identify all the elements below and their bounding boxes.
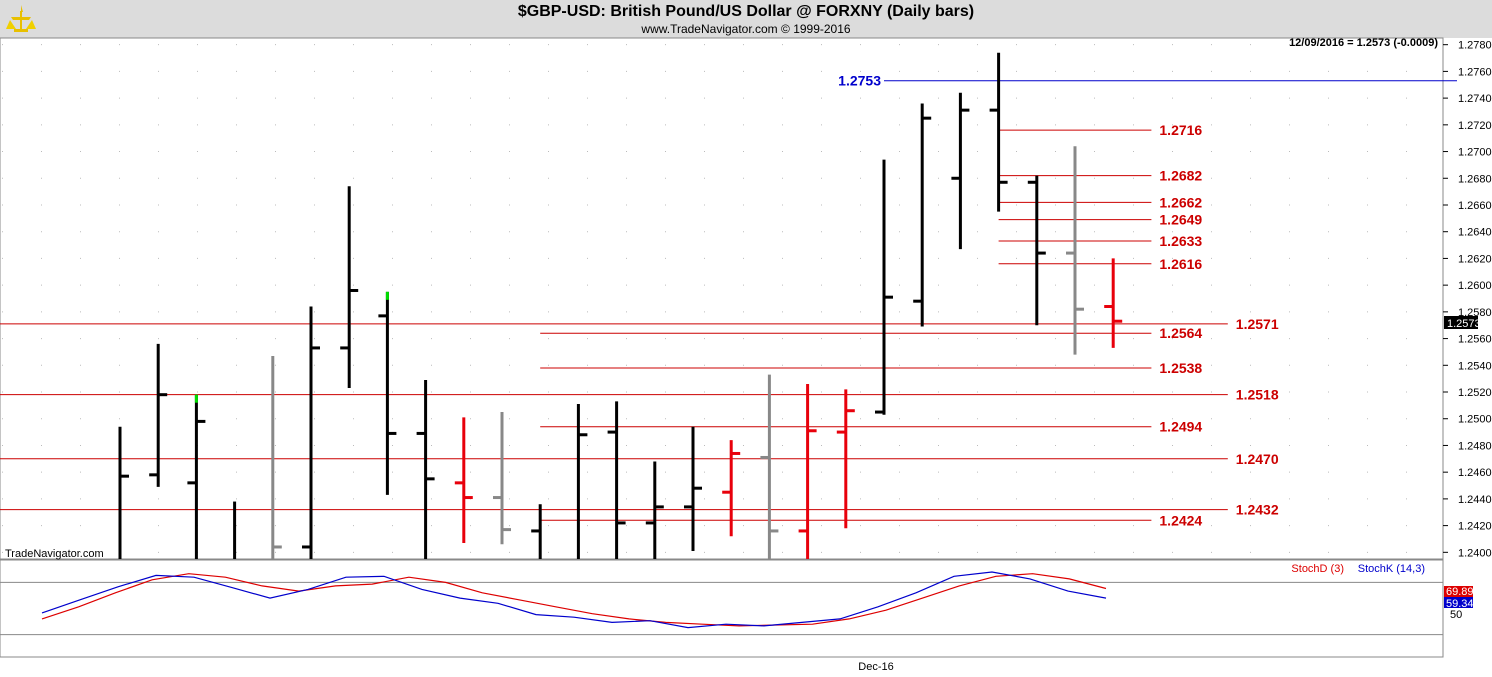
y-tick-label: 1.2780 [1458,40,1492,52]
y-tick-label: 1.2460 [1458,467,1492,479]
level-label: 1.2564 [1159,325,1202,341]
level-label: 1.2616 [1159,256,1202,272]
y-tick-label: 1.2620 [1458,253,1492,265]
dotted-grid [2,44,1441,553]
level-label: 1.2571 [1236,316,1279,332]
support-resistance-levels: 1.2753 1.2716 1.2682 1.2662 1.2649 1.2633 1.26… [0,73,1457,528]
watermark-label: TradeNavigator.com [5,548,104,560]
x-tick-label: Dec-16 [858,661,893,673]
y-tick-label: 1.2540 [1458,360,1492,372]
level-label: 1.2518 [1236,387,1279,403]
y-tick-label: 1.2480 [1458,440,1492,452]
level-label: 1.2494 [1159,419,1202,435]
chart-header: $GBP-USD: British Pound/US Dollar @ FORX… [0,0,1492,38]
stoch-mid-tick: 50 [1450,609,1462,621]
last-price-box [1444,316,1478,329]
level-label: 1.2633 [1159,233,1202,249]
stoch-k-legend: StochK (14,3) [1358,563,1425,575]
level-label: 1.2753 [838,73,881,89]
chart-subtitle: www.TradeNavigator.com © 1999-2016 [641,22,851,36]
trade-navigator-logo-icon [6,5,36,32]
level-label: 1.2662 [1159,194,1202,210]
last-price-label: 1.2573 [1447,318,1481,330]
level-label: 1.2649 [1159,212,1202,228]
stoch-d-value: 69.89 [1446,586,1474,598]
ohlc-bars [118,52,1123,559]
stoch-k-value: 59.34 [1446,598,1474,610]
level-label: 1.2432 [1236,502,1279,518]
y-tick-label: 1.2600 [1458,280,1492,292]
chart-title: $GBP-USD: British Pound/US Dollar @ FORX… [517,3,975,20]
y-tick-label: 1.2720 [1458,120,1492,132]
y-tick-label: 1.2420 [1458,521,1492,533]
y-tick-label: 1.2640 [1458,227,1492,239]
last-quote-label: 12/09/2016 = 1.2573 (-0.0009) [1289,37,1438,49]
y-tick-label: 1.2400 [1458,547,1492,559]
y-tick-label: 1.2700 [1458,147,1492,159]
level-label: 1.2424 [1159,512,1202,528]
y-tick-label: 1.2500 [1458,414,1492,426]
level-label: 1.2716 [1159,122,1202,138]
stoch-d-value-box [1444,586,1473,597]
stoch-k-line [41,571,1107,629]
y-tick-label: 1.2760 [1458,66,1492,78]
stoch-d-legend: StochD (3) [1291,563,1344,575]
level-label: 1.2470 [1236,451,1279,467]
level-label: 1.2682 [1159,168,1202,184]
y-tick-label: 1.2580 [1458,307,1492,319]
stochastic-panel [0,571,1443,636]
y-tick-label: 1.2520 [1458,387,1492,399]
stoch-d-line [41,573,1107,627]
y-tick-label: 1.2740 [1458,93,1492,105]
stoch-panel-frame [0,559,1444,658]
level-label: 1.2538 [1159,360,1202,376]
stoch-k-value-box [1444,597,1473,608]
y-tick-label: 1.2440 [1458,494,1492,506]
y-tick-label: 1.2680 [1458,173,1492,185]
y-tick-label: 1.2560 [1458,334,1492,346]
price-panel-frame [0,37,1444,560]
y-tick-label: 1.2660 [1458,200,1492,212]
price-axis: 1.2780 1.2760 1.2740 1.2720 1.2700 1.2680 1.26… [1443,40,1492,559]
